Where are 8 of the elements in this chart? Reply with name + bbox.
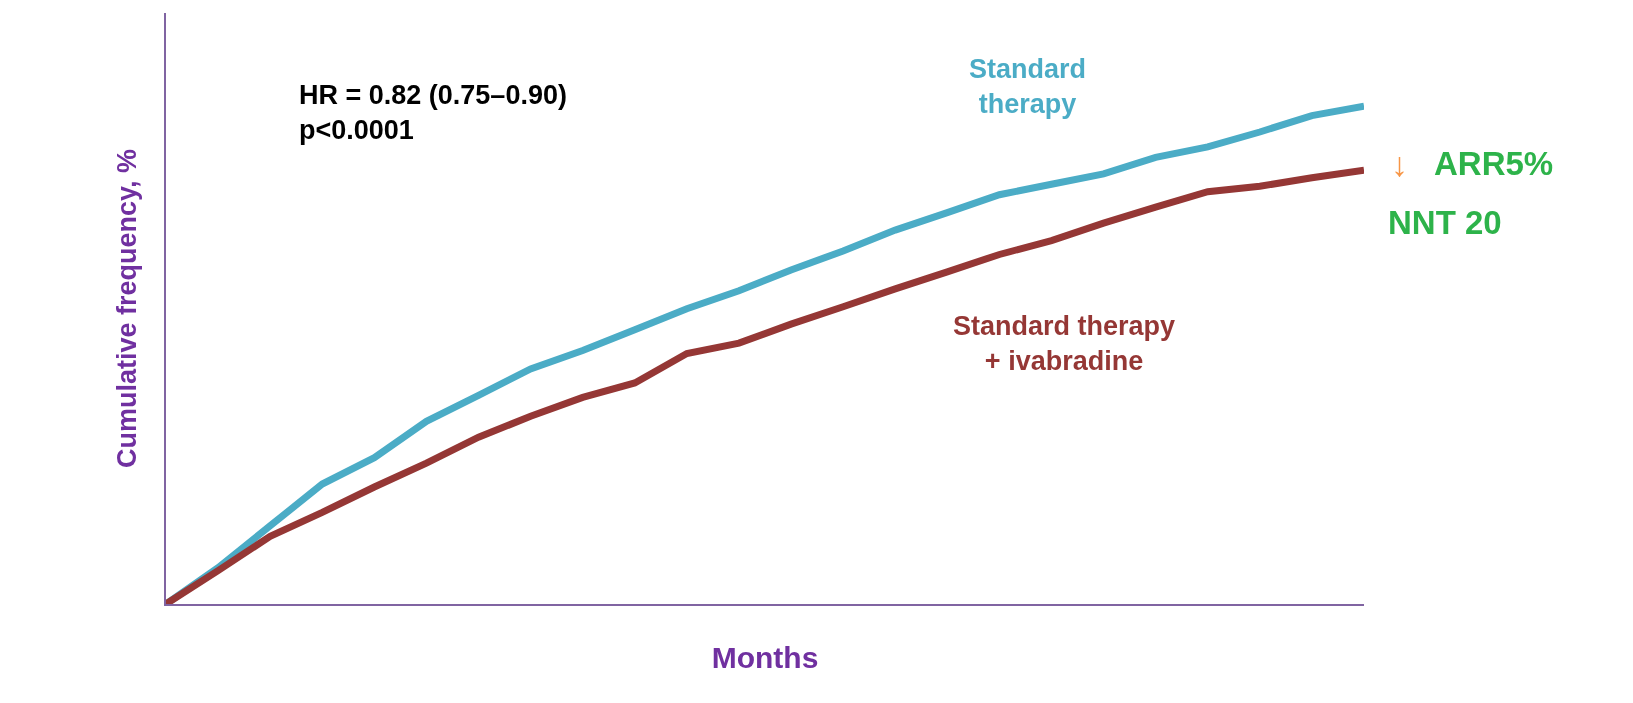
- text: ARR5%: [1434, 145, 1554, 182]
- series-label: Standard therapy + ivabradine: [953, 311, 1176, 377]
- text: NNT 20: [1388, 204, 1502, 241]
- y-axis-title: Cumulative frequency, %: [111, 148, 142, 469]
- annotation: HR = 0.82 (0.75–0.90) p<0.0001: [299, 80, 567, 146]
- text: Standard therapy: [969, 54, 1087, 120]
- text: ↓: [1391, 145, 1408, 183]
- x-axis-title: Months: [711, 641, 819, 675]
